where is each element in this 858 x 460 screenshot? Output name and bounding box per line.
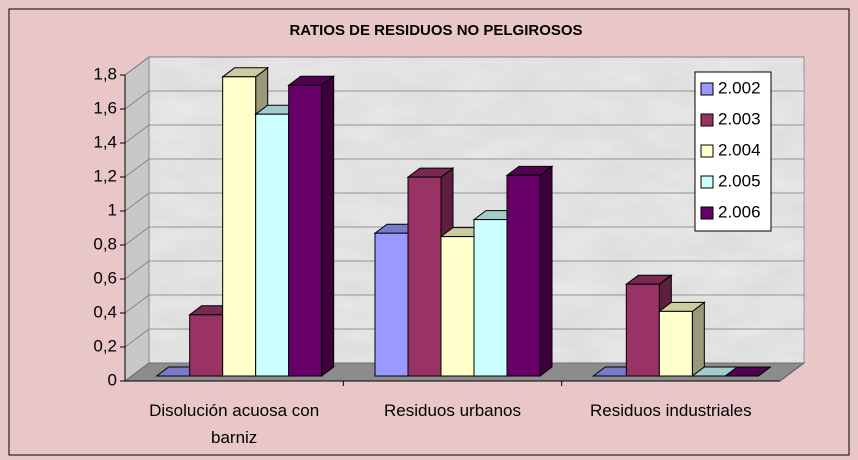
bar-side — [321, 75, 335, 377]
bar-top — [723, 366, 772, 377]
x-tick-label: Residuos industriales — [590, 401, 752, 420]
bar-front — [374, 232, 409, 377]
grid-line — [124, 192, 804, 212]
grid-line — [124, 56, 804, 76]
bar-front — [407, 176, 442, 377]
y-tick-label: 1,2 — [93, 166, 117, 185]
bar — [657, 301, 706, 377]
legend: 2.002 2.003 2.004 2.005 2.006 — [694, 71, 772, 232]
chart-title: RATIOS DE RESIDUOS NO PELGIROSOS — [289, 22, 582, 39]
bar-front — [255, 113, 290, 377]
bar — [723, 366, 772, 377]
legend-label: 2.003 — [718, 109, 761, 128]
legend-swatch — [700, 175, 714, 189]
legend-label: 2.005 — [718, 171, 761, 190]
bar-front — [440, 236, 475, 377]
legend-label: 2.002 — [718, 78, 761, 97]
side-wall — [124, 56, 150, 382]
y-tick-label: 0 — [108, 370, 117, 389]
bar-front — [473, 219, 508, 377]
grid-line — [124, 260, 804, 280]
legend-swatch — [700, 144, 714, 158]
grid-line — [124, 90, 804, 110]
grid-line — [124, 328, 804, 348]
legend-swatch — [700, 206, 714, 220]
bar-front — [625, 283, 660, 377]
x-tick-label: Disolución acuosa con barniz — [149, 401, 320, 447]
bar-front — [506, 174, 541, 377]
bar-front — [222, 76, 257, 377]
y-tick-label: 1,6 — [93, 98, 117, 117]
y-tick-label: 1,8 — [93, 64, 117, 83]
bar — [505, 165, 554, 377]
y-tick-label: 0,6 — [93, 268, 117, 287]
legend-label: 2.006 — [718, 202, 761, 221]
legend-swatch — [700, 82, 714, 96]
y-tick-label: 0,2 — [93, 336, 117, 355]
y-tick-label: 1 — [108, 200, 117, 219]
bar-front — [658, 310, 693, 377]
y-tick-label: 0,4 — [93, 302, 117, 321]
y-tick-label: 0,8 — [93, 234, 117, 253]
bar-side — [691, 301, 705, 377]
bar-front — [189, 314, 224, 377]
legend-swatch — [700, 113, 714, 127]
y-tick-label: 1,4 — [93, 132, 117, 151]
grid-line — [124, 226, 804, 246]
grid-line — [124, 294, 804, 314]
x-tick-label: Residuos urbanos — [383, 401, 522, 420]
grid-line — [124, 124, 804, 144]
grid-line — [124, 158, 804, 178]
bar-side — [539, 165, 553, 377]
bar-front — [288, 84, 323, 377]
legend-label: 2.004 — [718, 140, 761, 159]
grid-line — [124, 362, 804, 382]
bar — [287, 75, 336, 377]
